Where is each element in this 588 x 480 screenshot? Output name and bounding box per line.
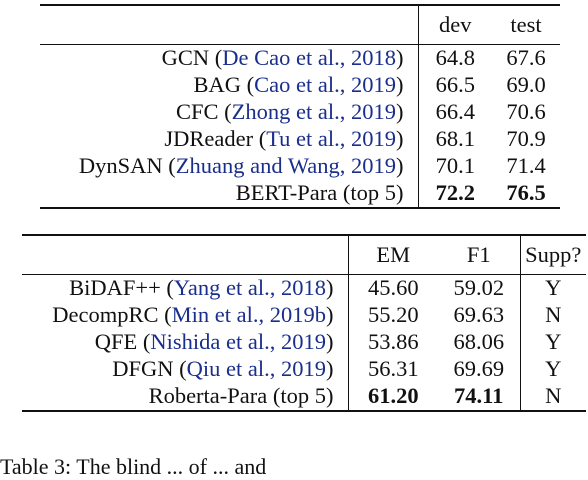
header-model	[40, 4, 418, 45]
dev-score: 64.8	[417, 44, 492, 72]
table-row: JDReader (Tu et al., 2019) 68.1 70.9	[40, 126, 560, 153]
table-caption: Table 3: The blind ... of ... and	[0, 454, 267, 479]
model-cell: BiDAF++ (Yang et al., 2018)	[22, 274, 348, 302]
citation-link[interactable]: Cao et al., 2019	[254, 72, 396, 98]
dev-score: 70.1	[417, 153, 492, 180]
model-name: DynSAN	[78, 153, 163, 179]
table-row: DFGN (Qiu et al., 2019) 56.31 69.69 Y	[22, 356, 586, 383]
f1-score: 69.63	[453, 302, 505, 328]
model-cell: DynSAN (Zhuang and Wang, 2019)	[78, 153, 404, 179]
table-wikihop: dev test GCN (De Cao et al., 2018) 64.8 67.6…	[40, 4, 560, 209]
citation-link[interactable]: Min et al., 2019b	[171, 302, 326, 328]
citation-link[interactable]: Qiu et al., 2019	[186, 356, 326, 382]
header-row: EM F1 Supp?	[22, 234, 586, 275]
supp-score: N	[519, 302, 586, 329]
table-row: BERT-Para (top 5) 72.2 76.5	[40, 180, 560, 209]
model-cell: BAG (Cao et al., 2019)	[193, 72, 404, 98]
table-row: Roberta-Para (top 5) 61.20 74.11 N	[22, 383, 586, 412]
citation-link[interactable]: Tu et al., 2019	[266, 126, 396, 152]
header-f1: F1	[438, 234, 520, 275]
table-row: DecompRC (Min et al., 2019b) 55.20 69.63 N	[22, 302, 586, 329]
header-em: EM	[347, 234, 438, 275]
em-score: 45.60	[347, 274, 438, 302]
f1-score: 69.69	[453, 356, 505, 382]
em-score: 61.20	[347, 383, 438, 412]
header-dev: dev	[417, 4, 492, 45]
test-score: 67.6	[492, 44, 560, 72]
supp-score: Y	[519, 356, 586, 383]
model-name: GCN	[161, 45, 210, 71]
model-cell: Roberta-Para (top 5)	[22, 383, 348, 412]
table-row: BAG (Cao et al., 2019) 66.5 69.0	[40, 72, 560, 99]
model-cell: DecompRC (Min et al., 2019b)	[52, 302, 334, 328]
table-row: DynSAN (Zhuang and Wang, 2019) 70.1 71.4	[40, 153, 560, 180]
test-score: 69.0	[506, 72, 546, 98]
supp-score: Y	[519, 329, 586, 356]
model-name: CFC	[175, 99, 219, 125]
em-score: 55.20	[347, 302, 438, 329]
dev-score: 66.5	[417, 72, 492, 99]
test-score: 70.9	[506, 126, 546, 152]
header-model	[22, 234, 348, 275]
supp-score: Y	[519, 274, 586, 302]
header-test: test	[492, 4, 560, 45]
citation-link[interactable]: Nishida et al., 2019	[150, 329, 326, 355]
table-row: CFC (Zhong et al., 2019) 66.4 70.6	[40, 99, 560, 126]
model-name: BiDAF++	[69, 275, 161, 301]
table-hotpotqa: EM F1 Supp? BiDAF++ (Yang et al., 2018) 45.6…	[22, 234, 586, 412]
model-name: BAG	[193, 72, 242, 98]
model-cell: JDReader (Tu et al., 2019)	[164, 126, 404, 152]
model-name: QFE	[94, 329, 138, 355]
citation-link[interactable]: Zhong et al., 2019	[231, 99, 396, 125]
citation-link[interactable]: Yang et al., 2018	[173, 275, 326, 301]
em-score: 56.31	[347, 356, 438, 383]
citation-link[interactable]: De Cao et al., 2018	[222, 45, 396, 71]
model-cell: CFC (Zhong et al., 2019)	[175, 99, 404, 125]
model-cell: QFE (Nishida et al., 2019)	[94, 329, 334, 355]
table-row: BiDAF++ (Yang et al., 2018) 45.60 59.02 Y	[22, 274, 586, 302]
model-cell: GCN (De Cao et al., 2018)	[40, 44, 418, 72]
f1-score: 74.11	[438, 383, 520, 412]
table-row: QFE (Nishida et al., 2019) 53.86 68.06 Y	[22, 329, 586, 356]
table-row: GCN (De Cao et al., 2018) 64.8 67.6	[40, 44, 560, 72]
model-name: JDReader	[164, 126, 254, 152]
header-supp: Supp?	[519, 234, 586, 275]
model-name: Roberta-Para (top 5)	[148, 383, 334, 409]
supp-score: N	[519, 383, 586, 412]
test-score: 70.6	[506, 99, 546, 125]
model-cell: DFGN (Qiu et al., 2019)	[112, 356, 334, 382]
model-cell: BERT-Para (top 5)	[40, 180, 418, 209]
model-name: DFGN	[112, 356, 174, 382]
em-score: 53.86	[347, 329, 438, 356]
dev-score: 72.2	[417, 180, 492, 209]
dev-score: 66.4	[417, 99, 492, 126]
model-name: DecompRC	[52, 302, 159, 328]
f1-score: 68.06	[453, 329, 505, 355]
test-score: 71.4	[506, 153, 546, 179]
header-row: dev test	[40, 4, 560, 45]
test-score: 76.5	[492, 180, 560, 209]
f1-score: 59.02	[438, 274, 520, 302]
dev-score: 68.1	[417, 126, 492, 153]
model-name: BERT-Para (top 5)	[235, 180, 404, 206]
citation-link[interactable]: Zhuang and Wang, 2019	[175, 153, 396, 179]
